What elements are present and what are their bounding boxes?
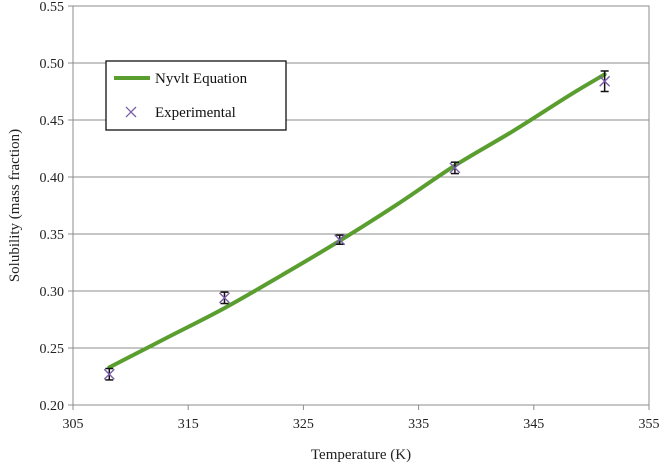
- legend-x-marker: [125, 106, 137, 118]
- marker-stroke: [334, 234, 346, 246]
- y-tick-label: 0.45: [40, 114, 65, 129]
- x-tick-label: 325: [293, 417, 314, 432]
- x-axis-title: Temperature (K): [311, 447, 411, 463]
- y-tick-label: 0.55: [40, 0, 65, 15]
- experimental-point: [103, 368, 115, 380]
- legend: Nyvlt Equation Experimental: [105, 60, 287, 131]
- y-tick-label: 0.25: [40, 342, 65, 357]
- marker-stroke: [449, 162, 461, 174]
- x-axis-ticks: 305 315 325 335 345 355: [63, 405, 660, 432]
- y-tick-label: 0.35: [40, 228, 65, 243]
- legend-box: [105, 60, 287, 131]
- nyvlt-equation-line: [107, 72, 607, 370]
- plot-area-frame: [72, 5, 650, 406]
- marker-stroke: [218, 292, 230, 304]
- y-tick-label: 0.50: [40, 57, 65, 72]
- y-tick-label: 0.30: [40, 285, 65, 300]
- experimental-point: [334, 234, 346, 246]
- experimental-point: [449, 162, 461, 174]
- x-tick-label: 305: [63, 417, 84, 432]
- y-axis-ticks: 0.20 0.25 0.30 0.35 0.40 0.45 0.50 0.55: [40, 0, 73, 414]
- experimental-series: [103, 70, 611, 381]
- experimental-point: [218, 292, 230, 304]
- y-tick-label: 0.40: [40, 171, 65, 186]
- x-tick-label: 345: [523, 417, 544, 432]
- marker-stroke: [103, 368, 115, 380]
- x-tick-label: 315: [178, 417, 199, 432]
- x-tick-label: 355: [639, 417, 660, 432]
- y-tick-label: 0.20: [40, 399, 65, 414]
- x-tick-label: 335: [408, 417, 429, 432]
- experimental-point: [599, 75, 611, 87]
- legend-label-nyvlt: Nyvlt Equation: [155, 71, 248, 87]
- marker-stroke: [599, 75, 611, 87]
- legend-label-experimental: Experimental: [155, 105, 236, 121]
- y-axis-title: Solubility (mass fraction): [7, 129, 23, 282]
- nyvlt-equation-series: [107, 72, 607, 370]
